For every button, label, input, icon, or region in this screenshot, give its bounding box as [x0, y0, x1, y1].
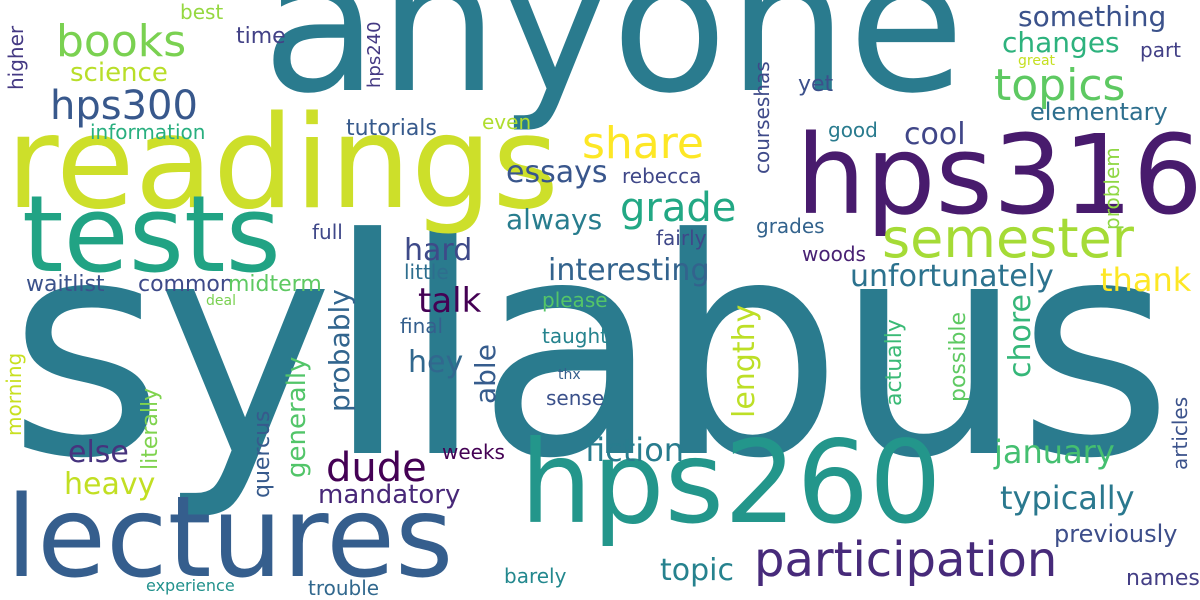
word-deal: deal: [206, 293, 236, 309]
word-chore: chore: [1003, 294, 1038, 378]
word-courseshas: courseshas: [750, 61, 774, 174]
word-semester: semester: [882, 207, 1134, 270]
word-yet: yet: [798, 72, 834, 97]
word-hps300: hps300: [50, 83, 198, 129]
word-always: always: [506, 203, 603, 236]
word-woods: woods: [802, 242, 866, 266]
word-syllabus: syllabus: [8, 175, 1173, 524]
word-common: common: [138, 272, 234, 297]
word-midterm: midterm: [228, 272, 322, 297]
word-hey: hey: [408, 345, 464, 380]
word-trouble: trouble: [308, 576, 380, 600]
word-interesting: interesting: [548, 253, 710, 288]
word-grades: grades: [756, 214, 825, 238]
word-lengthy: lengthy: [727, 304, 762, 418]
word-january: january: [994, 433, 1115, 471]
word-actually: actually: [882, 319, 907, 406]
word-possible: possible: [946, 311, 971, 402]
word-mandatory: mandatory: [318, 480, 461, 510]
word-tests: tests: [22, 173, 281, 296]
word-books: books: [56, 16, 187, 67]
word-rebecca: rebecca: [622, 164, 702, 188]
word-even: even: [482, 110, 532, 134]
word-best: best: [180, 0, 224, 24]
word-literally: literally: [138, 387, 163, 470]
word-probably: probably: [323, 289, 356, 412]
word-time: time: [236, 24, 286, 49]
word-little: little: [404, 260, 449, 284]
word-able: able: [469, 344, 502, 404]
word-full: full: [312, 220, 343, 244]
word-something: something: [1018, 0, 1167, 33]
word-fairly: fairly: [656, 226, 707, 250]
word-participation: participation: [754, 532, 1058, 588]
word-grade: grade: [620, 185, 737, 231]
word-morning: morning: [2, 352, 26, 436]
word-thank: thank: [1100, 261, 1192, 299]
word-please: please: [542, 288, 608, 312]
word-names: names: [1126, 566, 1200, 591]
word-typically: typically: [1000, 479, 1135, 517]
word-dude: dude: [326, 445, 427, 491]
word-barely: barely: [504, 564, 567, 588]
word-heavy: heavy: [64, 467, 156, 502]
word-hps260: hps260: [520, 416, 942, 549]
word-science: science: [70, 58, 168, 88]
word-information: information: [90, 120, 206, 144]
word-experience: experience: [146, 576, 235, 595]
word-essays: essays: [506, 155, 608, 190]
word-final: final: [400, 314, 444, 338]
word-problem: problem: [1100, 147, 1124, 230]
word-tutorials: tutorials: [346, 116, 437, 141]
word-higher: higher: [4, 25, 28, 90]
word-lectures: lectures: [6, 473, 454, 600]
word-generally: generally: [282, 356, 312, 478]
word-share: share: [582, 118, 704, 169]
word-hps316: hps316: [796, 111, 1200, 239]
word-fiction: fiction: [585, 431, 685, 469]
word-part: part: [1140, 38, 1182, 62]
word-weeks: weeks: [442, 440, 505, 464]
word-talk: talk: [418, 281, 482, 321]
word-readings: readings: [6, 89, 559, 238]
word-waitlist: waitlist: [26, 272, 105, 297]
word-topic: topic: [660, 553, 734, 588]
word-taught: taught: [542, 324, 608, 348]
word-cool: cool: [904, 117, 966, 152]
word-unfortunately: unfortunately: [850, 259, 1054, 294]
word-topics: topics: [994, 60, 1126, 111]
word-previously: previously: [1054, 520, 1178, 548]
word-sense: sense: [546, 386, 605, 410]
word-hps240: hps240: [364, 21, 385, 88]
word-quercus: quercus: [250, 410, 275, 498]
word-else: else: [68, 435, 129, 470]
word-articles: articles: [1168, 396, 1192, 470]
word-great: great: [1018, 53, 1056, 69]
word-hard: hard: [404, 233, 473, 268]
word-changes: changes: [1002, 26, 1120, 59]
word-anyone: anyone: [262, 0, 965, 135]
word-elementary: elementary: [1030, 98, 1168, 126]
word-good: good: [828, 118, 878, 142]
word-thx: thx: [558, 367, 581, 383]
